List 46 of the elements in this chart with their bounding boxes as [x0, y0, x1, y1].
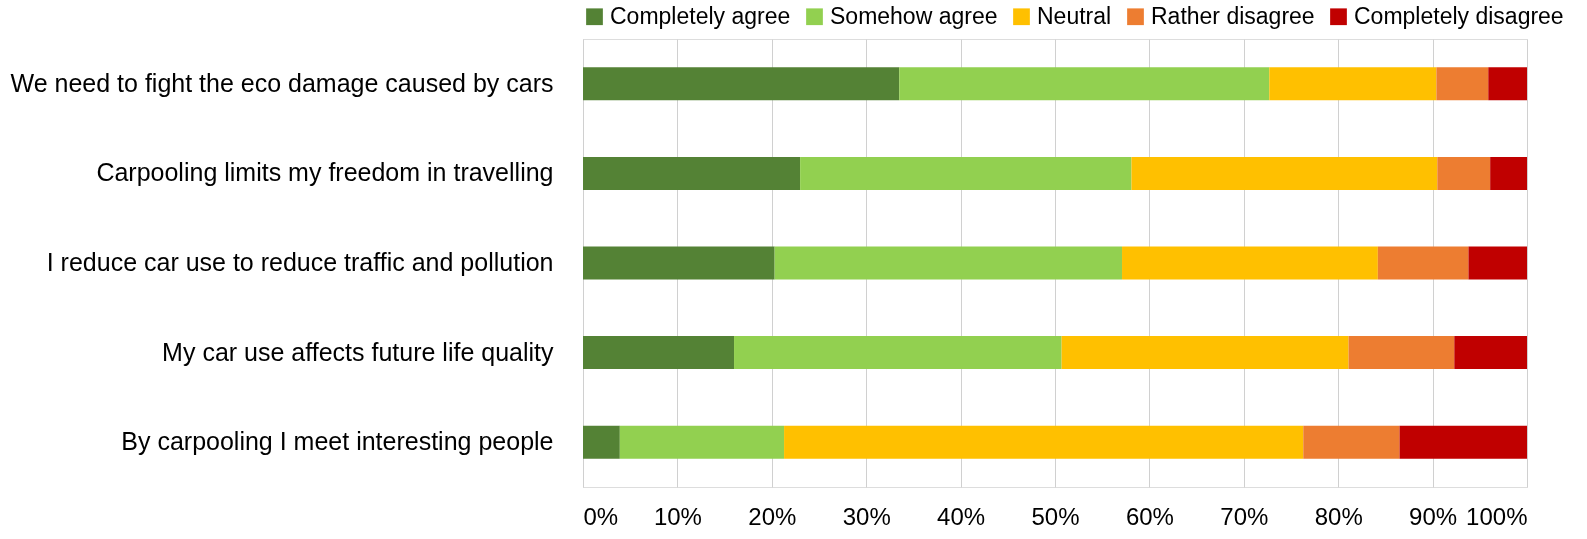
bar	[1488, 67, 1527, 101]
x-tick-label: 10%	[653, 502, 702, 530]
bar	[583, 246, 775, 280]
legend-label: Neutral	[1037, 2, 1112, 29]
bar	[1468, 246, 1527, 280]
y-tick-label: Carpooling limits my freedom in travelling	[96, 158, 554, 187]
bar	[1131, 156, 1438, 190]
x-tick-label: 40%	[937, 502, 986, 530]
bar	[1399, 425, 1527, 459]
bar	[1490, 156, 1527, 190]
legend-label: Completely agree	[610, 2, 791, 29]
bar	[1269, 67, 1437, 101]
bar	[774, 246, 1123, 280]
bar	[1436, 67, 1489, 101]
y-tick-label: I reduce car use to reduce traffic and pollution	[46, 248, 554, 276]
y-tick-label: By carpooling I meet interesting people	[121, 427, 554, 456]
x-tick-label: 80%	[1314, 502, 1363, 530]
x-tick-label: 50%	[1031, 502, 1080, 530]
bar	[1122, 246, 1378, 280]
legend-label: Rather disagree	[1151, 2, 1315, 29]
bar	[1377, 246, 1469, 280]
legend-label: Somehow agree	[830, 2, 998, 29]
x-tick-label: 20%	[748, 502, 797, 530]
bar	[583, 425, 620, 459]
bar	[899, 67, 1270, 101]
y-tick-label: We need to fight the eco damage caused by cars	[10, 68, 554, 97]
bar	[583, 67, 900, 101]
x-tick-label: 90%	[1409, 502, 1458, 530]
bar	[800, 156, 1132, 190]
bar	[583, 156, 801, 190]
x-tick-label: 70%	[1220, 502, 1269, 530]
bar	[1348, 336, 1455, 370]
bar	[1061, 336, 1349, 370]
x-tick-label: 0%	[583, 502, 619, 530]
bar	[1303, 425, 1400, 459]
x-tick-label: 30%	[842, 502, 891, 530]
x-tick-label: 100%	[1466, 502, 1528, 530]
bar	[583, 336, 735, 370]
bar	[734, 336, 1062, 370]
bar	[619, 425, 785, 459]
bar	[1437, 156, 1491, 190]
bar	[1454, 336, 1527, 370]
legend-label: Completely disagree	[1354, 2, 1564, 29]
y-tick-label: My car use affects future life quality	[162, 337, 554, 366]
bar	[784, 425, 1304, 459]
x-tick-label: 60%	[1125, 502, 1174, 530]
